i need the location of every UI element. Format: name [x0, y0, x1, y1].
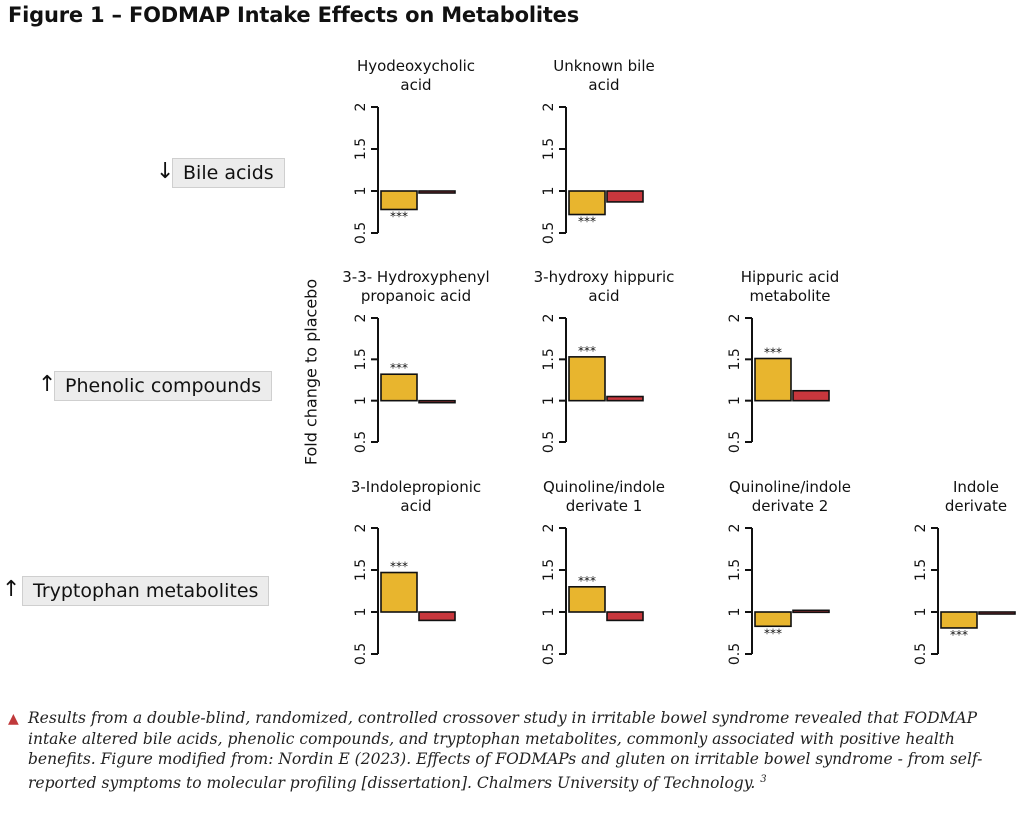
panel-title: acid: [400, 76, 431, 94]
significance-label: ***: [390, 361, 408, 375]
significance-label: ***: [764, 346, 782, 360]
y-tick-label: 1.5: [727, 559, 743, 581]
y-tick-label: 1.5: [541, 138, 557, 160]
bar: [606, 611, 644, 622]
y-tick-label: 0.5: [913, 643, 929, 665]
panel-title: acid: [400, 497, 431, 515]
bar: [380, 373, 418, 402]
figure-caption: ▲ Results from a double-blind, randomize…: [8, 708, 1013, 793]
y-tick-label: 2: [727, 524, 743, 533]
y-tick-label: 2: [541, 103, 557, 112]
panel-title: acid: [588, 287, 619, 305]
y-tick-label: 2: [353, 103, 369, 112]
y-tick-label: 1: [353, 396, 369, 405]
panel-title: Quinoline/indole: [543, 478, 665, 496]
panel-title: Quinoline/indole: [729, 478, 851, 496]
panel-title: derivate 1: [566, 497, 643, 515]
panel-title: 3-Indolepropionic: [351, 478, 481, 496]
y-tick-label: 2: [541, 314, 557, 323]
bar: [418, 611, 456, 622]
group-label-phenolic-compounds: Phenolic compounds: [54, 371, 273, 401]
significance-label: ***: [578, 574, 596, 588]
figure-title: Figure 1 – FODMAP Intake Effects on Meta…: [8, 3, 580, 27]
bar: [418, 399, 456, 404]
significance-label: ***: [578, 344, 596, 358]
significance-label: ***: [950, 628, 968, 642]
panel-title: acid: [588, 76, 619, 94]
panel-title: derivate 2: [752, 497, 829, 515]
bar: [792, 389, 830, 402]
y-tick-label: 1: [727, 396, 743, 405]
y-tick-label: 0.5: [541, 431, 557, 453]
significance-label: ***: [390, 560, 408, 574]
y-tick-label: 0.5: [353, 222, 369, 244]
y-tick-label: 2: [541, 524, 557, 533]
bar: [792, 609, 830, 614]
y-tick-label: 0.5: [353, 431, 369, 453]
y-tick-label: 1: [353, 187, 369, 196]
panel-title: 3-hydroxy hippuric: [534, 268, 675, 286]
caption-marker-icon: ▲: [8, 711, 19, 727]
group-arrow-phenolic-compounds: ↑: [38, 372, 57, 397]
panel-title: Unknown bile: [553, 57, 654, 75]
significance-label: ***: [578, 215, 596, 229]
panel-title: metabolite: [749, 287, 830, 305]
bar: [606, 395, 644, 402]
panel-title: Indole: [953, 478, 999, 496]
bar: [568, 356, 606, 402]
bar: [418, 190, 456, 194]
group-label-tryptophan-metabolites: Tryptophan metabolites: [22, 576, 270, 606]
group-arrow-bile-acids: ↓: [156, 159, 175, 184]
y-tick-label: 2: [913, 524, 929, 533]
panel-title: 3-3- Hydroxyphenyl: [342, 268, 489, 286]
caption-reference: 3: [760, 773, 767, 785]
y-tick-label: 2: [353, 524, 369, 533]
y-tick-label: 0.5: [541, 643, 557, 665]
bar: [754, 357, 792, 402]
y-tick-label: 0.5: [727, 431, 743, 453]
panel-title: propanoic acid: [361, 287, 471, 305]
significance-label: ***: [390, 209, 408, 223]
caption-text: Results from a double-blind, randomized,…: [28, 709, 983, 792]
panel-title: Hyodeoxycholic: [357, 57, 475, 75]
panel-title: Hippuric acid: [741, 268, 839, 286]
y-tick-label: 1: [541, 396, 557, 405]
bar: [380, 571, 418, 613]
y-tick-label: 1.5: [541, 348, 557, 370]
significance-label: ***: [764, 626, 782, 640]
y-tick-label: 2: [353, 314, 369, 323]
y-tick-label: 1: [353, 608, 369, 617]
y-tick-label: 2: [727, 314, 743, 323]
bar: [606, 190, 644, 203]
y-tick-label: 1.5: [541, 559, 557, 581]
y-tick-label: 1.5: [913, 559, 929, 581]
y-tick-label: 1.5: [353, 348, 369, 370]
y-tick-label: 1: [913, 608, 929, 617]
panel-title: derivate: [945, 497, 1007, 515]
bar: [380, 190, 418, 211]
y-tick-label: 1.5: [727, 348, 743, 370]
y-tick-label: 1: [541, 187, 557, 196]
y-tick-label: 1.5: [353, 559, 369, 581]
y-tick-label: 0.5: [727, 643, 743, 665]
y-tick-label: 1: [541, 608, 557, 617]
bar: [754, 611, 792, 628]
y-tick-label: 0.5: [353, 643, 369, 665]
y-tick-label: 1: [727, 608, 743, 617]
group-label-bile-acids: Bile acids: [172, 158, 285, 188]
bar: [568, 585, 606, 613]
y-tick-label: 0.5: [541, 222, 557, 244]
bar: [978, 611, 1016, 615]
y-tick-label: 1.5: [353, 138, 369, 160]
bar: [940, 611, 978, 629]
bar: [568, 190, 606, 216]
